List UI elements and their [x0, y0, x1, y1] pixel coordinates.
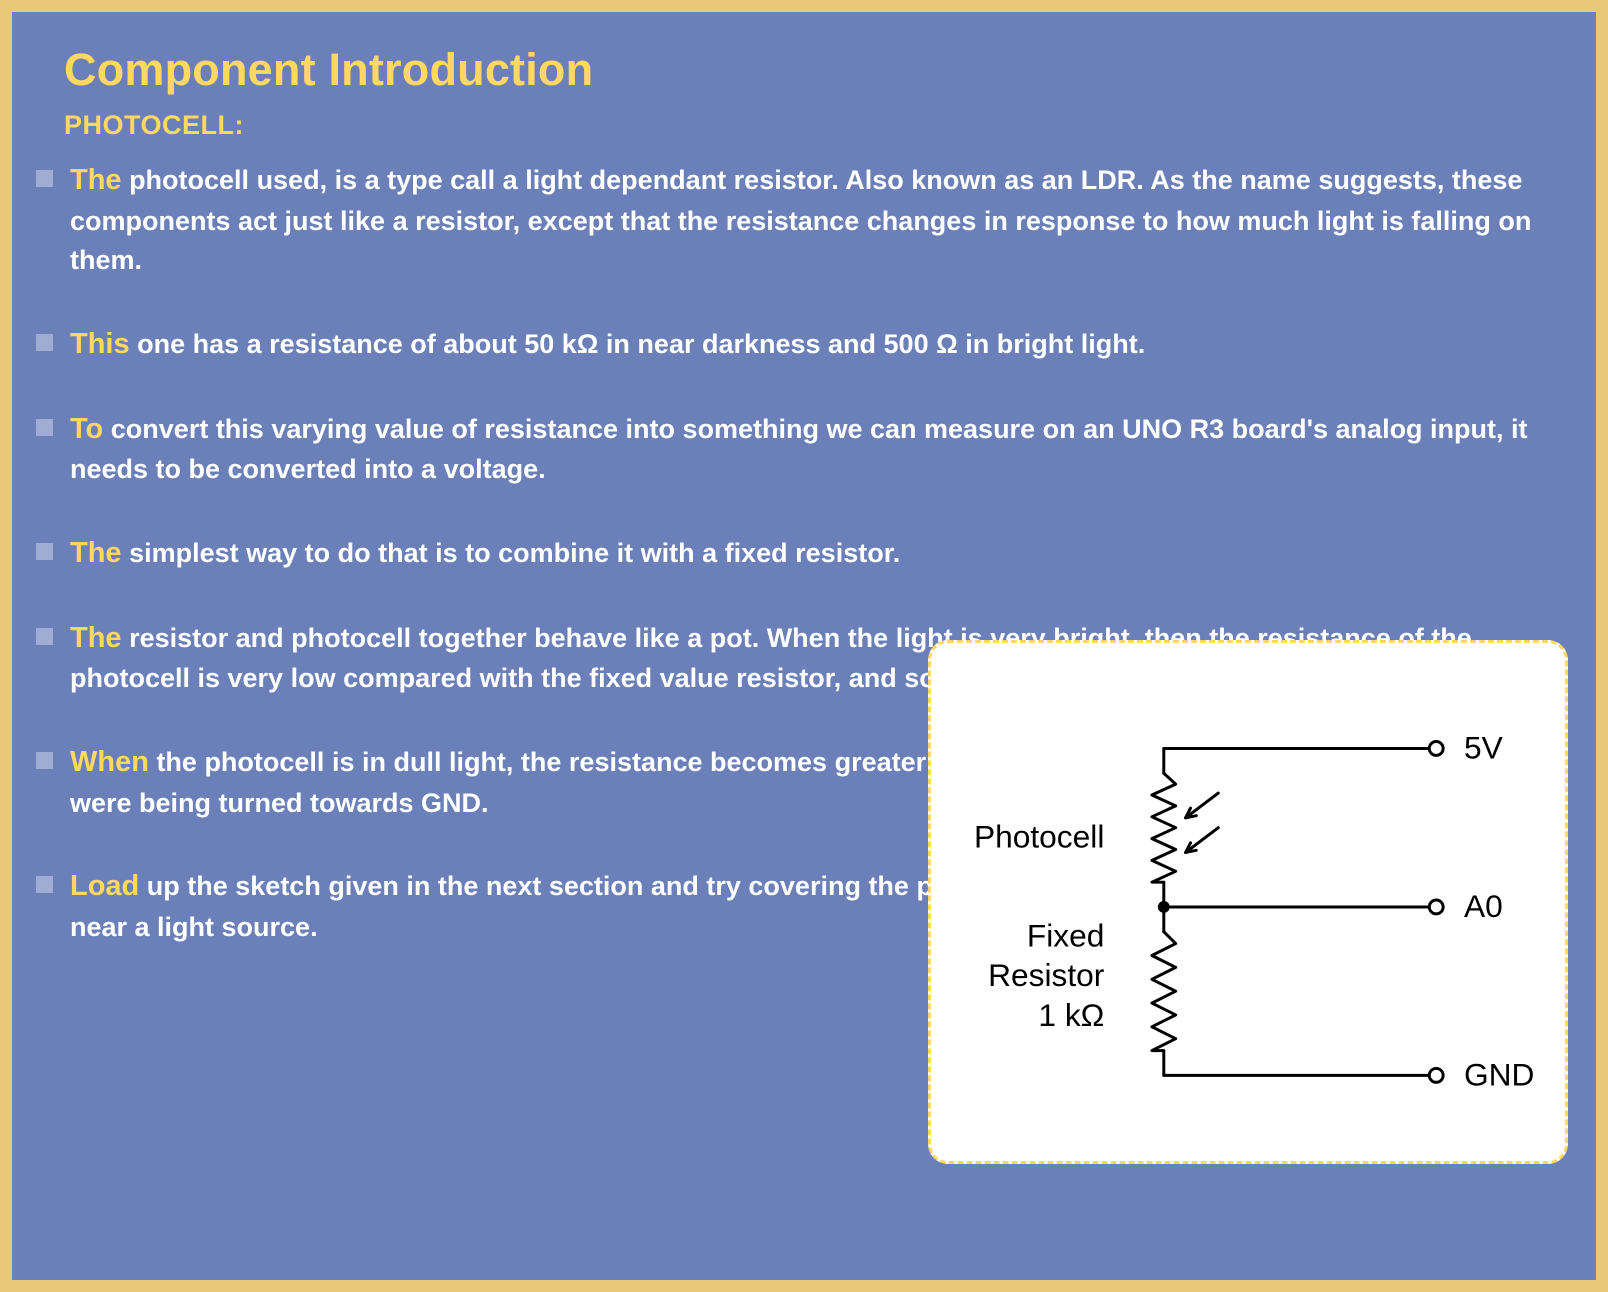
diagram-label: Photocell: [974, 819, 1104, 855]
diagram-label: 5V: [1464, 729, 1503, 765]
bullet-lead: Load: [70, 870, 139, 902]
bullet-text: one has a resistance of about 50 kΩ in n…: [130, 329, 1146, 359]
bullet-lead: To: [70, 413, 103, 445]
bullet-text: simplest way to do that is to combine it…: [122, 538, 901, 568]
diagram-label: Fixed: [1027, 918, 1105, 954]
diagram-label: 1 kΩ: [1038, 997, 1104, 1033]
bullet-text: photocell used, is a type call a light d…: [70, 165, 1531, 275]
diagram-label: A0: [1464, 888, 1503, 924]
page: Component Introduction PHOTOCELL: The ph…: [0, 0, 1608, 1292]
diagram-label: GND: [1464, 1056, 1534, 1092]
bullet-text: convert this varying value of resistance…: [70, 414, 1528, 485]
bullet-item: This one has a resistance of about 50 kΩ…: [46, 323, 1550, 366]
bullet-lead: The: [70, 164, 122, 196]
content-panel: Component Introduction PHOTOCELL: The ph…: [12, 12, 1596, 1280]
diagram-label: Resistor: [988, 957, 1105, 993]
bullet-item: To convert this varying value of resista…: [46, 408, 1550, 490]
bullet-lead: When: [70, 746, 149, 778]
bullet-item: The photocell used, is a type call a lig…: [46, 159, 1550, 281]
bullet-item: The simplest way to do that is to combin…: [46, 532, 1550, 575]
section-heading: Component Introduction: [64, 44, 1556, 96]
circuit-diagram: Photocell FixedResistor 1 kΩ 5V A0 GND: [928, 640, 1568, 1164]
bullet-lead: This: [70, 328, 130, 360]
section-subheading: PHOTOCELL:: [64, 110, 1556, 141]
bullet-lead: The: [70, 537, 122, 569]
bullet-lead: The: [70, 622, 122, 654]
